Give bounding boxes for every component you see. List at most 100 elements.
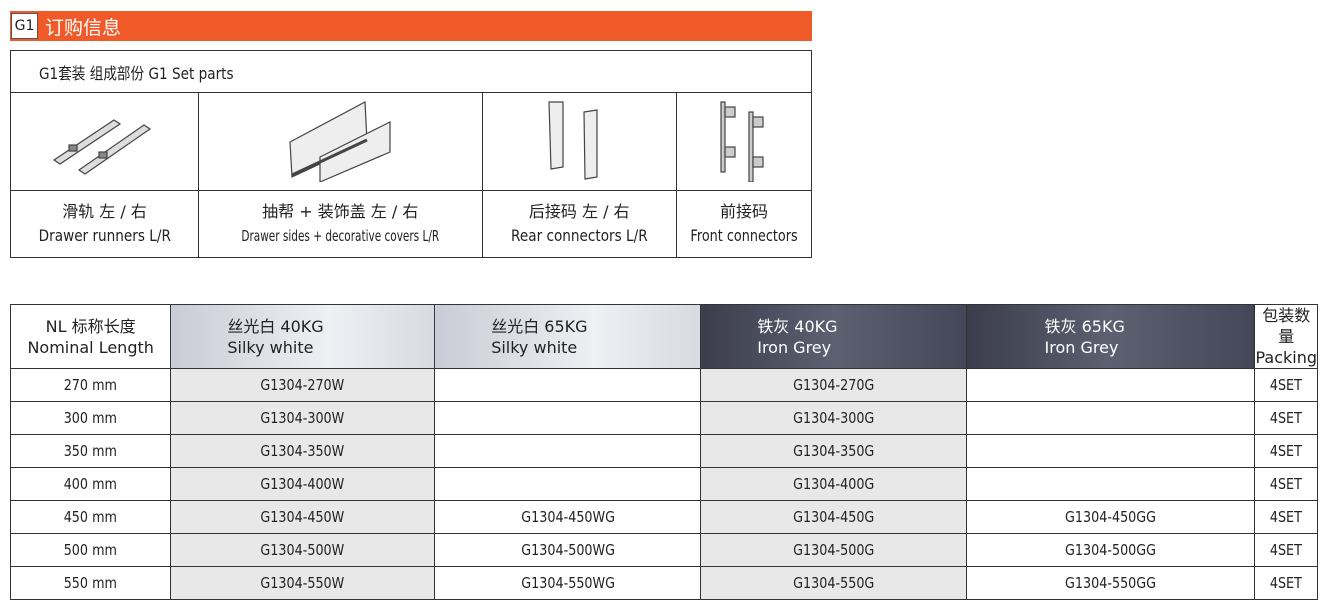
iron-grey-65kg-cell <box>965 467 1256 501</box>
length-cell: 450 mm <box>9 500 172 534</box>
table-row: 270 mm G1304-270W G1304-270G 4SET <box>9 368 1318 402</box>
header-iron-grey-65kg: 铁灰 65KG Iron Grey <box>965 304 1256 369</box>
silky-white-40kg-cell: G1304-350W <box>170 434 436 468</box>
set-parts-table: G1套装 组成部份 G1 Set parts <box>10 50 813 258</box>
packing-cell: 4SET <box>1254 500 1318 534</box>
header-cn: 丝光白 65KG <box>491 316 588 336</box>
iron-grey-65kg-cell: G1304-550GG <box>965 566 1256 600</box>
cell-text: G1304-450W <box>260 508 345 526</box>
cell-text: G1304-550G <box>792 574 874 592</box>
length-cell: 400 mm <box>9 467 172 501</box>
silky-white-40kg-cell: G1304-450W <box>170 500 436 534</box>
table-row: 300 mm G1304-300W G1304-300G 4SET <box>9 401 1318 435</box>
header-nominal-length: NL 标称长度 Nominal Length <box>9 304 172 369</box>
iron-grey-65kg-cell: G1304-450GG <box>965 500 1256 534</box>
packing-cell: 4SET <box>1254 401 1318 435</box>
silky-white-40kg-cell: G1304-550W <box>170 566 436 600</box>
cell-text: G1304-500GG <box>1064 541 1156 559</box>
cell-text: 4SET <box>1270 541 1303 559</box>
silky-white-65kg-cell <box>434 467 702 501</box>
cell-text: 450 mm <box>64 508 118 526</box>
header-iron-grey-40kg: 铁灰 40KG Iron Grey <box>700 304 967 369</box>
part-label-cn: 前接码 <box>719 202 768 221</box>
iron-grey-40kg-cell: G1304-350G <box>700 434 967 468</box>
header-en: Iron Grey <box>1044 337 1119 357</box>
packing-cell: 4SET <box>1254 434 1318 468</box>
cell-text: G1304-450WG <box>520 508 615 526</box>
part-label-cn: 后接码 左 / 右 <box>528 202 630 221</box>
part-label: 前接码 Front connectors <box>675 190 813 258</box>
length-cell: 300 mm <box>9 401 172 435</box>
packing-cell: 4SET <box>1254 566 1318 600</box>
header-en: Packing <box>1255 348 1317 367</box>
cell-text: G1304-400W <box>260 475 345 493</box>
part-label-en: Front connectors <box>690 226 798 245</box>
header-cn: NL 标称长度 <box>45 316 136 336</box>
cell-text: 4SET <box>1270 574 1303 592</box>
silky-white-40kg-cell: G1304-300W <box>170 401 436 435</box>
silky-white-65kg-cell <box>434 434 702 468</box>
silky-white-65kg-cell: G1304-450WG <box>434 500 702 534</box>
section-code: G1 <box>11 13 38 39</box>
cell-text: 500 mm <box>64 541 118 559</box>
table-row: 350 mm G1304-350W G1304-350G 4SET <box>9 434 1318 468</box>
part-label-cn: 抽帮 + 装饰盖 左 / 右 <box>262 202 419 221</box>
length-cell: 550 mm <box>9 566 172 600</box>
silky-white-40kg-cell: G1304-400W <box>170 467 436 501</box>
header-cn: 丝光白 40KG <box>227 316 324 336</box>
part-label-en: Rear connectors L/R <box>510 226 648 245</box>
cell-text: 350 mm <box>64 442 118 460</box>
header-cn: 包装数量 <box>1262 306 1311 346</box>
cell-text: 300 mm <box>64 409 118 427</box>
cell-text: G1304-300G <box>792 409 874 427</box>
part-label: 抽帮 + 装饰盖 左 / 右 Drawer sides + decorative … <box>197 190 483 258</box>
iron-grey-40kg-cell: G1304-400G <box>700 467 967 501</box>
silky-white-40kg-cell: G1304-500W <box>170 533 436 567</box>
cell-text: G1304-450GG <box>1064 508 1156 526</box>
cell-text: G1304-500W <box>260 541 345 559</box>
iron-grey-40kg-cell: G1304-550G <box>700 566 967 600</box>
silky-white-65kg-cell: G1304-550WG <box>434 566 702 600</box>
iron-grey-65kg-cell <box>965 434 1256 468</box>
cell-text: G1304-500G <box>792 541 874 559</box>
part-label-cn: 滑轨 左 / 右 <box>62 202 147 221</box>
front-connectors-image <box>675 92 813 191</box>
cell-text: 4SET <box>1270 376 1303 394</box>
rear-connectors-image <box>481 92 677 191</box>
cell-text: 4SET <box>1270 442 1303 460</box>
cell-text: G1304-550W <box>260 574 345 592</box>
cell-text: G1304-350G <box>792 442 874 460</box>
packing-cell: 4SET <box>1254 533 1318 567</box>
table-row: 550 mm G1304-550W G1304-550WG G1304-550G G13… <box>9 566 1318 600</box>
cell-text: G1304-400G <box>792 475 874 493</box>
set-parts-title-text: G1套装 组成部份 G1 Set parts <box>39 63 234 83</box>
cell-text: 400 mm <box>64 475 118 493</box>
length-cell: 270 mm <box>9 368 172 402</box>
iron-grey-65kg-cell: G1304-500GG <box>965 533 1256 567</box>
drawer-sides-image <box>197 92 483 191</box>
cell-text: 4SET <box>1270 409 1303 427</box>
cell-text: G1304-300W <box>260 409 345 427</box>
section-banner: G1 订购信息 <box>10 11 812 41</box>
header-cn: 铁灰 65KG <box>1044 316 1125 336</box>
length-cell: 500 mm <box>9 533 172 567</box>
cell-text: G1304-500WG <box>520 541 615 559</box>
iron-grey-65kg-cell <box>965 401 1256 435</box>
header-silky-white-40kg: 丝光白 40KG Silky white <box>170 304 436 369</box>
table-row: 500 mm G1304-500W G1304-500WG G1304-500G G13… <box>9 533 1318 567</box>
iron-grey-65kg-cell <box>965 368 1256 402</box>
drawer-runners-image <box>10 92 199 191</box>
header-en: Silky white <box>491 337 578 357</box>
silky-white-65kg-cell <box>434 401 702 435</box>
length-cell: 350 mm <box>9 434 172 468</box>
cell-text: G1304-350W <box>260 442 345 460</box>
iron-grey-40kg-cell: G1304-300G <box>700 401 967 435</box>
silky-white-40kg-cell: G1304-270W <box>170 368 436 402</box>
cell-text: G1304-550GG <box>1064 574 1156 592</box>
cell-text: G1304-450G <box>792 508 874 526</box>
iron-grey-40kg-cell: G1304-270G <box>700 368 967 402</box>
iron-grey-40kg-cell: G1304-450G <box>700 500 967 534</box>
set-parts-title: G1套装 组成部份 G1 Set parts <box>10 50 812 93</box>
cell-text: 4SET <box>1270 475 1303 493</box>
header-packing: 包装数量 Packing <box>1254 304 1318 369</box>
